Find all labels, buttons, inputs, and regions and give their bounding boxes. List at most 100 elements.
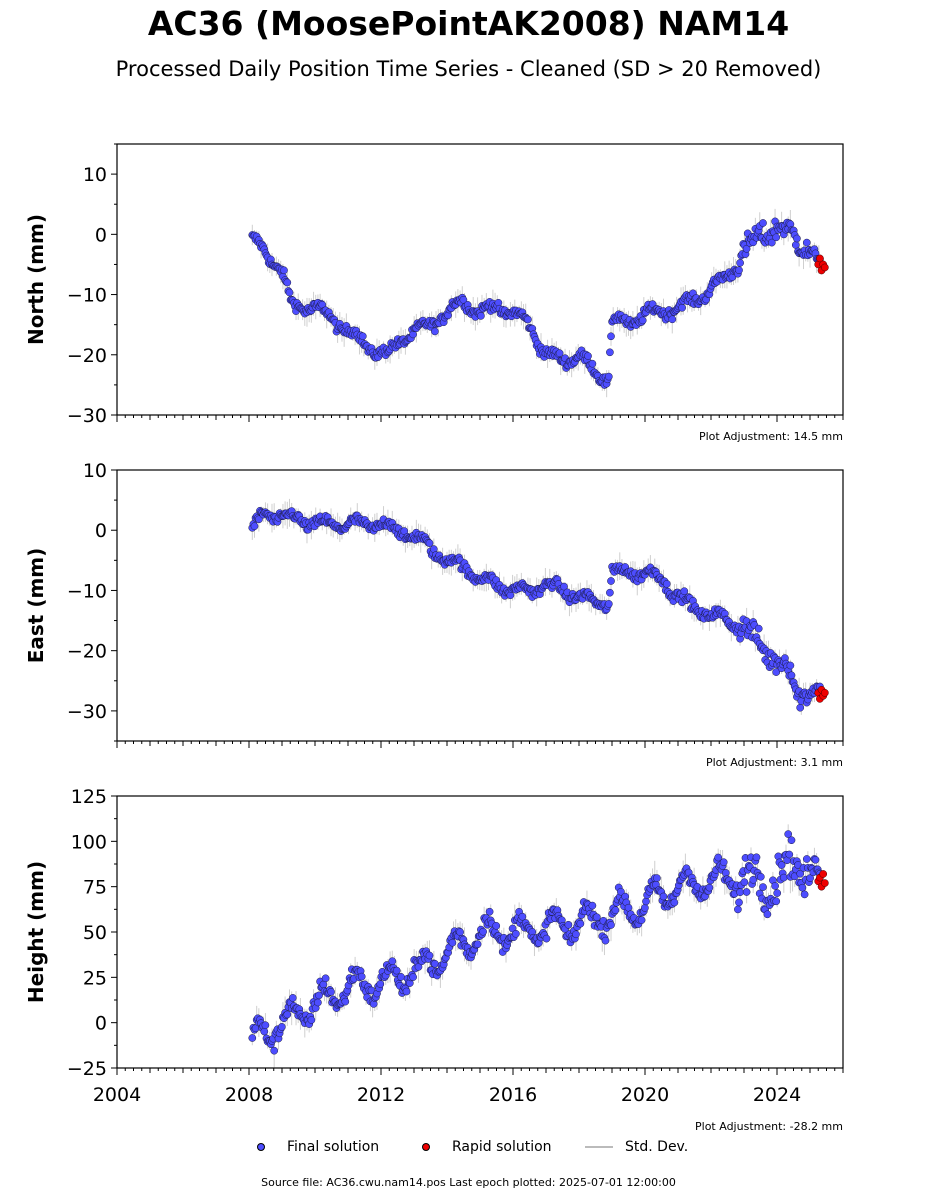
x-tick-label: 2004 (93, 1084, 141, 1106)
x-tick-label: 2016 (489, 1084, 537, 1106)
final-point (642, 898, 649, 905)
legend-std-label: Std. Dev. (625, 1137, 688, 1157)
final-point (737, 259, 744, 266)
legend-final-label: Final solution (287, 1137, 379, 1157)
final-point (773, 234, 780, 241)
final-point (449, 939, 456, 946)
final-point (457, 929, 464, 936)
legend: Final solution Rapid solution Std. Dev. (0, 1137, 937, 1157)
final-point (773, 898, 780, 905)
final-point (764, 911, 771, 918)
y-tick-label: 0 (95, 520, 107, 542)
final-solution-points-height (249, 831, 824, 1055)
final-point (477, 312, 484, 319)
final-point (314, 999, 321, 1006)
final-point (801, 891, 808, 898)
final-point (788, 837, 795, 844)
final-point (641, 904, 648, 911)
final-point (757, 873, 764, 880)
final-point (660, 893, 667, 900)
plot-adjustment-east: Plot Adjustment: 3.1 mm (706, 756, 843, 769)
y-tick-label: −10 (67, 285, 107, 307)
final-point (735, 899, 742, 906)
final-point (358, 973, 365, 980)
final-point (431, 960, 438, 967)
y-axis-label-height: Height (mm) (24, 861, 48, 1003)
final-point (589, 360, 596, 367)
final-point (397, 973, 404, 980)
rapid-solution-marker-icon (422, 1143, 430, 1151)
x-tick-label: 2012 (357, 1084, 405, 1106)
source-note: Source file: AC36.cwu.nam14.pos Last epo… (0, 1176, 937, 1189)
panel-height: −250255075100125Height (mm)2004 2008 2012 2… (24, 786, 843, 1133)
final-point (261, 1028, 268, 1035)
final-point (519, 913, 526, 920)
rapid-point (821, 879, 828, 886)
final-point (359, 333, 366, 340)
final-point (759, 219, 766, 226)
y-tick-label: 10 (83, 460, 107, 482)
x-tick-label: 2008 (225, 1084, 273, 1106)
final-point (774, 890, 781, 897)
final-point (787, 662, 794, 669)
final-point (565, 921, 572, 928)
final-point (737, 889, 744, 896)
final-point (753, 854, 760, 861)
final-point (812, 856, 819, 863)
final-point (607, 577, 614, 584)
y-tick-label: −30 (67, 701, 107, 723)
final-point (759, 884, 766, 891)
rapid-point (820, 870, 827, 877)
final-point (249, 1034, 256, 1041)
final-point (792, 241, 799, 248)
x-tick-label: 2020 (621, 1084, 669, 1106)
rapid-point (821, 264, 828, 271)
final-point (431, 328, 438, 335)
final-point (278, 1023, 285, 1030)
final-solution-points-north (249, 218, 824, 389)
final-point (780, 874, 787, 881)
plot-area-height (249, 824, 829, 1067)
final-point (426, 540, 433, 547)
plot-adjustment-height: Plot Adjustment: -28.2 mm (695, 1120, 843, 1133)
final-point (524, 316, 531, 323)
std-dev-bars-north (252, 209, 819, 397)
y-tick-label: −20 (67, 641, 107, 663)
final-point (607, 333, 614, 340)
x-tick-label: 2024 (753, 1084, 801, 1106)
final-point (556, 350, 563, 357)
final-point (639, 317, 646, 324)
final-point (289, 994, 296, 1001)
final-point (788, 672, 795, 679)
final-point (735, 267, 742, 274)
final-point (493, 922, 500, 929)
y-tick-label: 125 (71, 786, 107, 808)
y-tick-label: 50 (83, 922, 107, 944)
rapid-point (821, 689, 828, 696)
plot-area-north (249, 209, 829, 397)
y-tick-label: 0 (95, 1013, 107, 1035)
std-dev-line-icon (585, 1146, 613, 1148)
final-point (803, 855, 810, 862)
y-axis-label-east: East (mm) (24, 548, 48, 664)
time-series-figure: −30−20−10010North (mm)Plot Adjustment: 1… (0, 0, 937, 1200)
final-point (389, 958, 396, 965)
final-point (663, 580, 670, 587)
final-point (605, 373, 612, 380)
y-tick-label: −25 (67, 1058, 107, 1080)
final-point (593, 914, 600, 921)
final-point (584, 352, 591, 359)
y-tick-label: 25 (83, 967, 107, 989)
final-point (410, 974, 417, 981)
final-point (602, 937, 609, 944)
y-tick-label: 0 (95, 224, 107, 246)
final-point (679, 304, 686, 311)
final-point (280, 267, 287, 274)
final-point (512, 930, 519, 937)
final-point (799, 884, 806, 891)
y-tick-label: −30 (67, 405, 107, 427)
final-point (308, 1016, 315, 1023)
final-point (786, 851, 793, 858)
final-point (606, 589, 613, 596)
final-point (486, 908, 493, 915)
